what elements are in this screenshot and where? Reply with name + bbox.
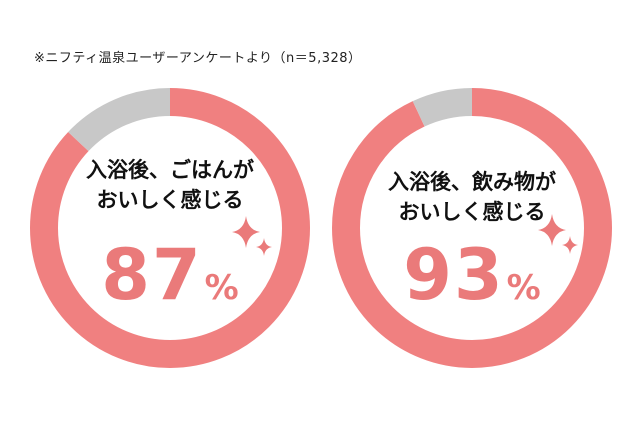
chart-value: 87% xyxy=(30,234,310,316)
donut-slice-remainder xyxy=(30,88,310,368)
sparkle-icon xyxy=(538,214,578,254)
chart-label-line-2: おいしく感じる xyxy=(398,200,546,224)
source-note: ※ニフティ温泉ユーザーアンケートより（n＝5,328） xyxy=(34,51,362,66)
donut-svg xyxy=(332,88,612,368)
donut-chart-food: 入浴後、ごはんが おいしく感じる 87% xyxy=(30,88,310,368)
donut-slice-remainder xyxy=(332,88,612,368)
chart-label-line-1: 入浴後、ごはんが xyxy=(86,158,254,182)
chart-label-line-1: 入浴後、飲み物が xyxy=(388,170,556,194)
value-unit: % xyxy=(506,268,541,308)
donut-svg xyxy=(30,88,310,368)
value-unit: % xyxy=(204,268,239,308)
value-number: 93 xyxy=(403,234,505,316)
sparkle-icon xyxy=(232,216,272,256)
chart-value: 93% xyxy=(332,234,612,316)
value-number: 87 xyxy=(101,234,203,316)
donut-chart-drink: 入浴後、飲み物が おいしく感じる 93% xyxy=(332,88,612,368)
chart-label-line-2: おいしく感じる xyxy=(96,188,244,212)
